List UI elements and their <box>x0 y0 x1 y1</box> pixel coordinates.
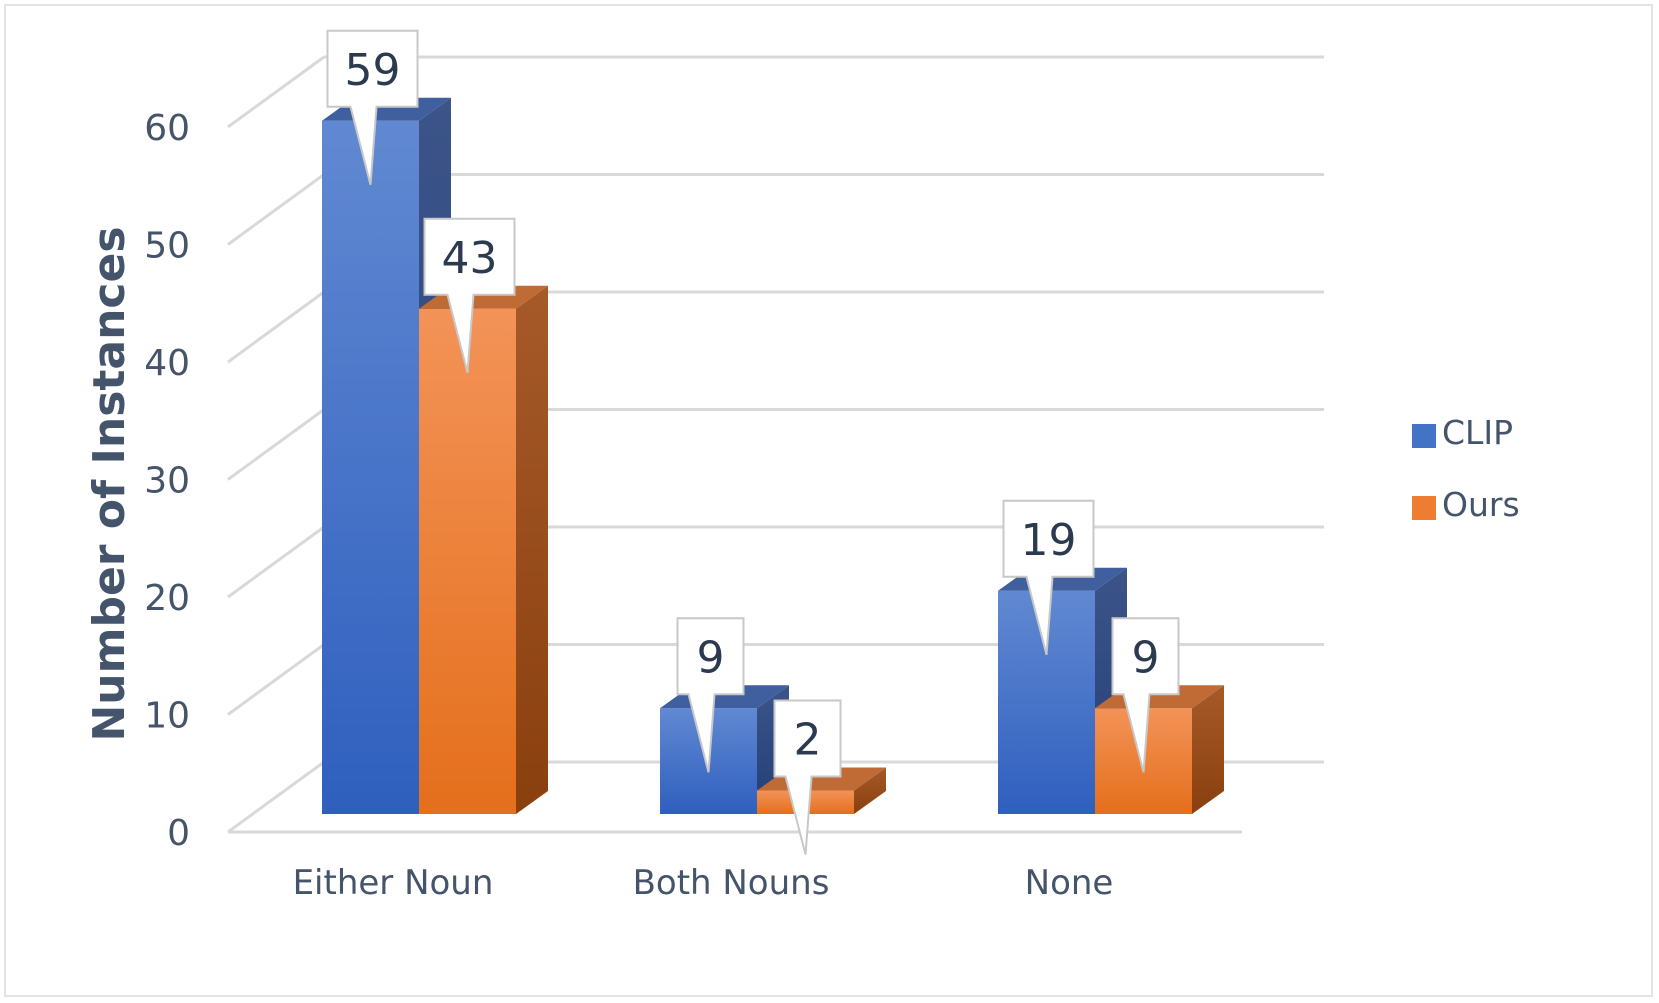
x-category-label: Either Noun <box>293 863 494 903</box>
gridline-side <box>227 173 325 246</box>
y-tick-label: 40 <box>144 343 190 384</box>
bar-front <box>322 120 419 814</box>
data-label: 43 <box>442 233 498 284</box>
legend: CLIP Ours <box>1412 413 1520 524</box>
data-label-callout: 59 <box>326 29 419 185</box>
bars-layer <box>322 97 1224 814</box>
legend-label: CLIP <box>1442 413 1513 452</box>
gridline-side <box>227 760 325 834</box>
data-label: 9 <box>697 632 725 683</box>
gridline-side <box>227 525 325 599</box>
bar <box>1095 685 1224 814</box>
gridline-side <box>227 55 325 129</box>
data-label-callout: 9 <box>676 617 745 773</box>
x-axis: Either Noun Both Nouns None <box>293 863 1114 903</box>
x-category-label: None <box>1025 863 1114 903</box>
data-label: 59 <box>345 45 401 96</box>
y-tick-label: 10 <box>144 696 190 737</box>
callout-box <box>676 617 745 773</box>
data-label: 19 <box>1021 515 1077 566</box>
y-axis-title: Number of Instances <box>84 226 135 741</box>
bar-chart: 0 10 20 30 40 50 60 59 43 9 2 19 9 Either Noun Both … <box>84 29 1520 903</box>
y-tick-label: 0 <box>167 813 190 854</box>
callout-box <box>773 699 842 855</box>
data-label: 9 <box>1132 632 1160 683</box>
callout-box <box>326 29 419 185</box>
legend-swatch <box>1412 424 1436 448</box>
chart-frame: 0 10 20 30 40 50 60 59 43 9 2 19 9 Either Noun Both … <box>4 4 1653 997</box>
data-label-callout: 43 <box>423 217 516 373</box>
data-labels-layer: 59 43 9 2 19 9 <box>326 29 1180 855</box>
y-tick-label: 50 <box>144 226 190 267</box>
x-category-label: Both Nouns <box>633 863 830 903</box>
data-label-callout: 9 <box>1111 617 1180 773</box>
legend-swatch <box>1412 496 1436 520</box>
data-label-callout: 19 <box>1002 499 1095 655</box>
y-tick-label: 20 <box>144 578 190 619</box>
legend-item: Ours <box>1412 485 1520 524</box>
callout-box <box>1002 499 1095 655</box>
gridline-side <box>227 290 325 364</box>
data-label-callout: 2 <box>773 699 842 855</box>
callout-box <box>1111 617 1180 773</box>
gridline-side <box>227 643 325 716</box>
y-tick-label: 30 <box>144 461 190 502</box>
callout-box <box>423 217 516 373</box>
y-tick-label: 60 <box>144 108 190 149</box>
data-label: 2 <box>794 715 822 766</box>
y-axis: 0 10 20 30 40 50 60 <box>144 108 190 854</box>
bar-side <box>1192 685 1224 814</box>
legend-label: Ours <box>1442 485 1520 524</box>
legend-item: CLIP <box>1412 413 1513 452</box>
bar <box>419 285 548 814</box>
bar-side <box>854 767 886 814</box>
bar-side <box>516 285 548 814</box>
gridline-side <box>227 408 325 481</box>
bar-front <box>419 308 516 814</box>
